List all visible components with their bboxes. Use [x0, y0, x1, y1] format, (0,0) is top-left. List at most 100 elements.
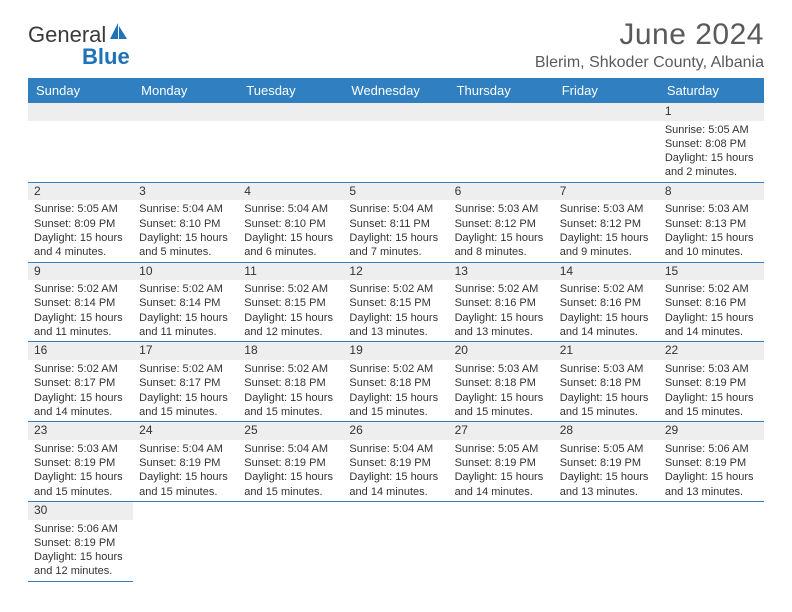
calendar-week: 1Sunrise: 5:05 AMSunset: 8:08 PMDaylight…: [28, 103, 764, 182]
day-header: Thursday: [449, 78, 554, 103]
calendar-cell: 10Sunrise: 5:02 AMSunset: 8:14 PMDayligh…: [133, 262, 238, 342]
day-details: Sunrise: 5:05 AMSunset: 8:19 PMDaylight:…: [554, 440, 659, 501]
day-details: Sunrise: 5:02 AMSunset: 8:14 PMDaylight:…: [28, 280, 133, 341]
sunrise-text: Sunrise: 5:03 AM: [560, 362, 653, 376]
daylight-text: Daylight: 15 hours and 12 minutes.: [244, 311, 337, 340]
calendar-cell: [554, 103, 659, 182]
daylight-text: Daylight: 15 hours and 4 minutes.: [34, 231, 127, 260]
day-number: 29: [659, 422, 764, 440]
daylight-text: Daylight: 15 hours and 13 minutes.: [455, 311, 548, 340]
calendar-cell: 16Sunrise: 5:02 AMSunset: 8:17 PMDayligh…: [28, 342, 133, 422]
day-number: 24: [133, 422, 238, 440]
location-label: Blerim, Shkoder County, Albania: [535, 54, 764, 72]
day-number: 25: [238, 422, 343, 440]
day-details: Sunrise: 5:06 AMSunset: 8:19 PMDaylight:…: [28, 520, 133, 581]
sunrise-text: Sunrise: 5:02 AM: [560, 282, 653, 296]
sunrise-text: Sunrise: 5:05 AM: [665, 123, 758, 137]
day-header: Wednesday: [343, 78, 448, 103]
day-details: Sunrise: 5:04 AMSunset: 8:10 PMDaylight:…: [238, 200, 343, 261]
sunrise-text: Sunrise: 5:03 AM: [34, 442, 127, 456]
day-details: Sunrise: 5:02 AMSunset: 8:16 PMDaylight:…: [554, 280, 659, 341]
daylight-text: Daylight: 15 hours and 13 minutes.: [560, 470, 653, 499]
calendar-cell: [238, 501, 343, 581]
sunset-text: Sunset: 8:19 PM: [34, 456, 127, 470]
sunrise-text: Sunrise: 5:02 AM: [349, 362, 442, 376]
day-number: 30: [28, 502, 133, 520]
calendar-cell: [659, 501, 764, 581]
sunrise-text: Sunrise: 5:02 AM: [455, 282, 548, 296]
sunrise-text: Sunrise: 5:04 AM: [349, 442, 442, 456]
calendar-cell: 2Sunrise: 5:05 AMSunset: 8:09 PMDaylight…: [28, 182, 133, 262]
day-header: Sunday: [28, 78, 133, 103]
day-details: Sunrise: 5:03 AMSunset: 8:18 PMDaylight:…: [554, 360, 659, 421]
sunrise-text: Sunrise: 5:03 AM: [665, 202, 758, 216]
calendar-cell: 18Sunrise: 5:02 AMSunset: 8:18 PMDayligh…: [238, 342, 343, 422]
calendar-week: 23Sunrise: 5:03 AMSunset: 8:19 PMDayligh…: [28, 422, 764, 502]
sunset-text: Sunset: 8:19 PM: [139, 456, 232, 470]
calendar-page: General June 2024 Blerim, Shkoder County…: [0, 0, 792, 582]
day-number: 5: [343, 183, 448, 201]
sunrise-text: Sunrise: 5:02 AM: [349, 282, 442, 296]
daylight-text: Daylight: 15 hours and 15 minutes.: [34, 470, 127, 499]
sunrise-text: Sunrise: 5:04 AM: [244, 202, 337, 216]
sunset-text: Sunset: 8:16 PM: [665, 296, 758, 310]
day-number: 8: [659, 183, 764, 201]
day-number: 12: [343, 263, 448, 281]
day-details: [343, 121, 448, 169]
daylight-text: Daylight: 15 hours and 9 minutes.: [560, 231, 653, 260]
calendar-cell: 6Sunrise: 5:03 AMSunset: 8:12 PMDaylight…: [449, 182, 554, 262]
sunrise-text: Sunrise: 5:02 AM: [244, 282, 337, 296]
calendar-cell: 27Sunrise: 5:05 AMSunset: 8:19 PMDayligh…: [449, 422, 554, 502]
sunset-text: Sunset: 8:18 PM: [455, 376, 548, 390]
day-header: Tuesday: [238, 78, 343, 103]
calendar-cell: 23Sunrise: 5:03 AMSunset: 8:19 PMDayligh…: [28, 422, 133, 502]
daylight-text: Daylight: 15 hours and 2 minutes.: [665, 151, 758, 180]
calendar-cell: 28Sunrise: 5:05 AMSunset: 8:19 PMDayligh…: [554, 422, 659, 502]
sunrise-text: Sunrise: 5:05 AM: [34, 202, 127, 216]
calendar-cell: 25Sunrise: 5:04 AMSunset: 8:19 PMDayligh…: [238, 422, 343, 502]
daylight-text: Daylight: 15 hours and 15 minutes.: [665, 391, 758, 420]
day-number: 20: [449, 342, 554, 360]
calendar-week: 30Sunrise: 5:06 AMSunset: 8:19 PMDayligh…: [28, 501, 764, 581]
sunrise-text: Sunrise: 5:03 AM: [455, 202, 548, 216]
sunrise-text: Sunrise: 5:03 AM: [665, 362, 758, 376]
calendar-cell: 26Sunrise: 5:04 AMSunset: 8:19 PMDayligh…: [343, 422, 448, 502]
day-number: [238, 103, 343, 121]
day-number: 17: [133, 342, 238, 360]
sunset-text: Sunset: 8:10 PM: [139, 217, 232, 231]
month-title: June 2024: [535, 18, 764, 52]
day-details: Sunrise: 5:06 AMSunset: 8:19 PMDaylight:…: [659, 440, 764, 501]
day-number: 13: [449, 263, 554, 281]
day-number: 9: [28, 263, 133, 281]
sunrise-text: Sunrise: 5:04 AM: [139, 442, 232, 456]
day-number: 14: [554, 263, 659, 281]
calendar-body: 1Sunrise: 5:05 AMSunset: 8:08 PMDaylight…: [28, 103, 764, 581]
daylight-text: Daylight: 15 hours and 14 minutes.: [455, 470, 548, 499]
calendar-cell: 12Sunrise: 5:02 AMSunset: 8:15 PMDayligh…: [343, 262, 448, 342]
daylight-text: Daylight: 15 hours and 14 minutes.: [349, 470, 442, 499]
day-details: Sunrise: 5:02 AMSunset: 8:18 PMDaylight:…: [343, 360, 448, 421]
calendar-cell: 8Sunrise: 5:03 AMSunset: 8:13 PMDaylight…: [659, 182, 764, 262]
daylight-text: Daylight: 15 hours and 15 minutes.: [244, 470, 337, 499]
day-number: 15: [659, 263, 764, 281]
day-number: [28, 103, 133, 121]
day-number: 11: [238, 263, 343, 281]
sunset-text: Sunset: 8:19 PM: [455, 456, 548, 470]
calendar-cell: 22Sunrise: 5:03 AMSunset: 8:19 PMDayligh…: [659, 342, 764, 422]
daylight-text: Daylight: 15 hours and 14 minutes.: [560, 311, 653, 340]
day-number: [343, 103, 448, 121]
calendar-cell: 3Sunrise: 5:04 AMSunset: 8:10 PMDaylight…: [133, 182, 238, 262]
sunset-text: Sunset: 8:17 PM: [34, 376, 127, 390]
day-number: 3: [133, 183, 238, 201]
day-details: Sunrise: 5:02 AMSunset: 8:16 PMDaylight:…: [449, 280, 554, 341]
day-details: [449, 121, 554, 169]
header: General June 2024 Blerim, Shkoder County…: [28, 18, 764, 72]
daylight-text: Daylight: 15 hours and 14 minutes.: [34, 391, 127, 420]
sunset-text: Sunset: 8:18 PM: [244, 376, 337, 390]
daylight-text: Daylight: 15 hours and 15 minutes.: [244, 391, 337, 420]
sunrise-text: Sunrise: 5:05 AM: [560, 442, 653, 456]
day-number: 2: [28, 183, 133, 201]
calendar-cell: [133, 103, 238, 182]
calendar-week: 9Sunrise: 5:02 AMSunset: 8:14 PMDaylight…: [28, 262, 764, 342]
calendar-cell: 4Sunrise: 5:04 AMSunset: 8:10 PMDaylight…: [238, 182, 343, 262]
